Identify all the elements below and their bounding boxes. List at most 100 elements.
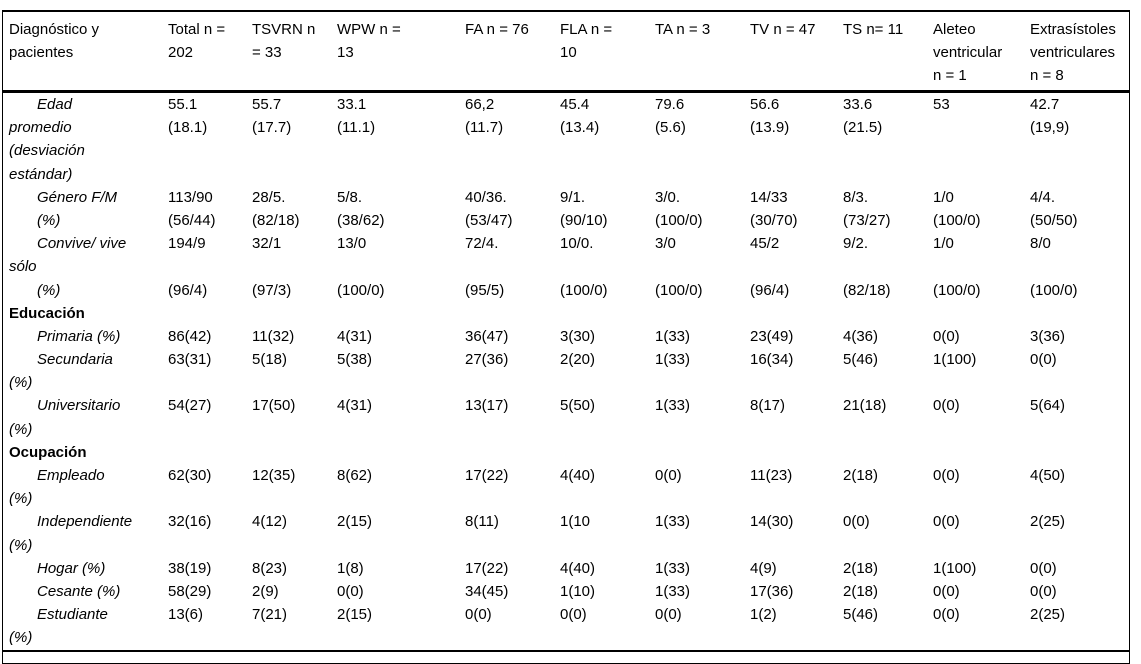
value-cell: 0(0) bbox=[933, 467, 960, 484]
value-cell: 72/4. (95/5) bbox=[465, 235, 505, 299]
value-cell: 5(38) bbox=[337, 351, 373, 369]
column-header-fla: FLA n = 10 bbox=[560, 12, 655, 93]
value-cell: 2(25) bbox=[1030, 513, 1066, 531]
value-cell: 13(17) bbox=[465, 397, 509, 415]
value-cell: 0(0) bbox=[933, 397, 960, 415]
value-cell: 28/5. (82/18) bbox=[252, 188, 300, 229]
value-cell: 2(9) bbox=[252, 582, 279, 600]
value-cell: 1(100) bbox=[933, 559, 977, 577]
value-cell: 3/0 (100/0) bbox=[655, 235, 703, 299]
value-cell: 4(40) bbox=[560, 467, 596, 484]
value-cell: 17(36) bbox=[750, 582, 794, 600]
value-cell: 23(49) bbox=[750, 327, 794, 345]
value-cell: 1(8) bbox=[337, 559, 364, 577]
value-cell: 33.1 (11.1) bbox=[337, 96, 376, 137]
value-cell: 0(0) bbox=[655, 606, 682, 624]
row-label: Estudiante (%) bbox=[9, 606, 108, 647]
table-row: Secundaria (%) 63(31) 5(18) 5(38) 27(36) 2(20)… bbox=[3, 348, 1129, 394]
value-cell: 0(0) bbox=[843, 513, 870, 531]
value-cell: 4(40) bbox=[560, 559, 596, 577]
value-cell: 9/2. (82/18) bbox=[843, 235, 891, 299]
value-cell: 5/8. (38/62) bbox=[337, 188, 385, 229]
table-row: Universitario (%) 54(27) 17(50) 4(31) 13(17) 5… bbox=[3, 394, 1129, 440]
value-cell: 32(16) bbox=[168, 513, 212, 531]
table-row: Estudiante (%) 13(6) 7(21) 2(15) 0(0) 0(0) 0(0)… bbox=[3, 603, 1129, 650]
value-cell: 2(18) bbox=[843, 467, 879, 484]
value-cell: 4(50) bbox=[1030, 467, 1066, 484]
value-cell: 8(62) bbox=[337, 467, 373, 484]
value-cell: 0(0) bbox=[465, 606, 492, 624]
table-row: Primaria (%) 86(42) 11(32) 4(31) 36(47) 3(30)… bbox=[3, 325, 1129, 348]
value-cell: 14/33 (30/70) bbox=[750, 188, 798, 229]
row-label: Universitario (%) bbox=[9, 397, 121, 438]
value-cell: 0(0) bbox=[1030, 559, 1057, 577]
value-cell: 1(33) bbox=[655, 327, 691, 345]
value-cell: 4(31) bbox=[337, 397, 373, 415]
value-cell: 0(0) bbox=[933, 327, 960, 345]
value-cell: 13(6) bbox=[168, 606, 204, 624]
value-cell: 10/0. (100/0) bbox=[560, 235, 608, 299]
value-cell: 58(29) bbox=[168, 582, 212, 600]
empty-cell bbox=[168, 302, 1129, 325]
value-cell: 4(12) bbox=[252, 513, 288, 531]
value-cell: 2(20) bbox=[560, 351, 596, 369]
section-label: Educación bbox=[9, 304, 85, 322]
value-cell: 17(50) bbox=[252, 397, 296, 415]
value-cell: 4(36) bbox=[843, 327, 879, 345]
value-cell: 2(25) bbox=[1030, 606, 1066, 624]
table-row: Convive/ vive sólo (%) 194/9 (96/4) 32/1 (97… bbox=[3, 232, 1129, 302]
value-cell: 113/90 (56/44) bbox=[168, 188, 216, 229]
value-cell: 32/1 (97/3) bbox=[252, 235, 292, 299]
value-cell: 2(18) bbox=[843, 582, 879, 600]
value-cell: 66,2 (11.7) bbox=[465, 96, 504, 137]
value-cell: 55.7 (17.7) bbox=[252, 96, 292, 137]
value-cell: 8/0 (100/0) bbox=[1030, 235, 1078, 299]
table-row: Edad promedio (desviación estándar) 55.1 (18.… bbox=[3, 92, 1129, 186]
value-cell: 45/2 (96/4) bbox=[750, 235, 790, 299]
column-header-ta: TA n = 3 bbox=[655, 12, 750, 93]
value-cell: 11(23) bbox=[750, 467, 793, 484]
value-cell: 0(0) bbox=[933, 606, 960, 624]
value-cell: 54(27) bbox=[168, 397, 212, 415]
value-cell: 1(10 bbox=[560, 513, 591, 531]
row-label: Empleado (%) bbox=[9, 467, 105, 508]
row-label: Hogar (%) bbox=[37, 559, 106, 577]
value-cell: 5(64) bbox=[1030, 397, 1066, 415]
value-cell: 33.6 (21.5) bbox=[843, 96, 883, 137]
table-row: Hogar (%) 38(19) 8(23) 1(8) 17(22) 4(40) 1(33)… bbox=[3, 557, 1129, 580]
column-header-total: Total n = 202 bbox=[168, 12, 252, 93]
table-row: Independiente (%) 32(16) 4(12) 2(15) 8(11) 1(1… bbox=[3, 510, 1129, 556]
row-label: Edad promedio (desviación estándar) bbox=[9, 96, 85, 183]
value-cell: 194/9 (96/4) bbox=[168, 235, 208, 299]
column-header-tsvrn: TSVRN n = 33 bbox=[252, 12, 337, 93]
value-cell: 16(34) bbox=[750, 351, 794, 369]
value-cell: 4(31) bbox=[337, 327, 373, 345]
value-cell: 0(0) bbox=[1030, 582, 1057, 600]
value-cell: 36(47) bbox=[465, 327, 509, 345]
value-cell: 3(30) bbox=[560, 327, 596, 345]
value-cell: 4/4. (50/50) bbox=[1030, 188, 1078, 229]
value-cell: 5(46) bbox=[843, 606, 879, 624]
value-cell: 40/36. (53/47) bbox=[465, 188, 513, 229]
page: { "colors": { "background": "#ffffff", "… bbox=[2, 10, 1130, 664]
value-cell: 4(9) bbox=[750, 559, 777, 577]
value-cell: 0(0) bbox=[933, 513, 960, 531]
value-cell: 55.1 (18.1) bbox=[168, 96, 208, 137]
value-cell: 62(30) bbox=[168, 467, 212, 484]
value-cell: 7(21) bbox=[252, 606, 288, 624]
value-cell: 2(15) bbox=[337, 606, 373, 624]
value-cell: 1(100) bbox=[933, 351, 977, 369]
value-cell: 2(18) bbox=[843, 559, 879, 577]
value-cell: 53 bbox=[933, 96, 950, 113]
row-label: Cesante (%) bbox=[37, 582, 121, 600]
table-row: Cesante (%) 58(29) 2(9) 0(0) 34(45) 1(10) 1(33… bbox=[3, 580, 1129, 603]
value-cell: 0(0) bbox=[655, 467, 682, 484]
value-cell: 42.7 (19,9) bbox=[1030, 96, 1070, 137]
value-cell: 17(22) bbox=[465, 467, 509, 484]
header-row: Diagnóstico y pacientes Total n = 202 TS… bbox=[3, 12, 1129, 93]
section-label: Ocupación bbox=[9, 443, 87, 461]
value-cell: 8/3. (73/27) bbox=[843, 188, 891, 229]
value-cell: 8(11) bbox=[465, 513, 499, 531]
section-row: Ocupación bbox=[3, 441, 1129, 464]
value-cell: 11(32) bbox=[252, 327, 295, 345]
